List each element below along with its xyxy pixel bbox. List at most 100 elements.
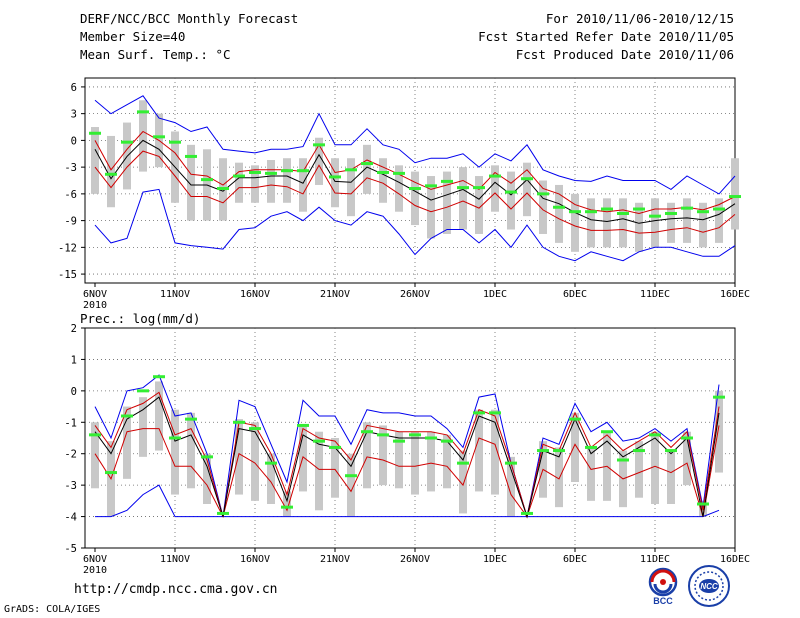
box-bar [395, 165, 403, 212]
box-bar [427, 176, 435, 239]
climatology-marker [729, 195, 741, 199]
box-bar [475, 176, 483, 234]
box-bar [587, 447, 595, 501]
box-bar [235, 419, 243, 495]
box-bar [283, 158, 291, 203]
climatology-marker [425, 436, 437, 440]
x-tick-sublabel: 2010 [83, 565, 107, 576]
climatology-marker [249, 427, 261, 431]
climatology-marker [505, 190, 517, 194]
x-tick-label: 6DEC [563, 289, 587, 300]
climatology-marker [633, 449, 645, 453]
box-bar [91, 422, 99, 489]
box-bar [683, 431, 691, 486]
climatology-marker [457, 186, 469, 190]
box-bar [491, 165, 499, 212]
box-bar [443, 434, 451, 489]
x-tick-label: 1DEC [483, 554, 507, 565]
y-tick-label: 3 [71, 109, 77, 121]
minimum-line [95, 484, 720, 518]
box-bar [171, 409, 179, 495]
climatology-marker [601, 430, 613, 434]
box-bar [491, 409, 499, 495]
bcc-logo-text: BCC [653, 596, 673, 606]
refer-date: Fcst Started Refer Date 2010/11/05 [478, 29, 734, 44]
box-bar [539, 180, 547, 234]
member-size: Member Size=40 [80, 29, 186, 44]
climatology-marker [617, 458, 629, 462]
climatology-marker [441, 439, 453, 443]
climatology-marker [393, 439, 405, 443]
source-url[interactable]: http://cmdp.ncc.cma.gov.cn [74, 582, 278, 597]
climatology-marker [89, 131, 101, 135]
climatology-marker [617, 211, 629, 215]
climatology-marker [297, 169, 309, 173]
x-tick-label: 21NOV [320, 554, 350, 565]
climatology-marker [505, 461, 517, 465]
box-bar [411, 431, 419, 495]
y-tick-label: -15 [58, 269, 77, 281]
box-bar [411, 171, 419, 226]
climatology-marker [697, 210, 709, 214]
box-bar [587, 198, 595, 248]
climatology-marker [473, 411, 485, 415]
x-tick-label: 6NOV [83, 289, 107, 300]
chart-title: DERF/NCC/BCC Monthly Forecast [80, 11, 299, 26]
box-bar [123, 406, 131, 479]
box-bar [699, 202, 707, 248]
x-tick-label: 6DEC [563, 554, 587, 565]
box-bar [267, 160, 275, 203]
box-bar [555, 184, 563, 243]
climatology-marker [713, 395, 725, 399]
climatology-marker [313, 143, 325, 147]
box-bar [683, 198, 691, 243]
box-bar [507, 171, 515, 230]
box-bar [91, 127, 99, 194]
y-tick-label: -9 [64, 216, 77, 228]
maximum-line [94, 374, 720, 517]
climatology-marker [473, 186, 485, 190]
climatology-marker [121, 140, 133, 144]
y-tick-label: -5 [64, 543, 77, 555]
box-bar [651, 431, 659, 504]
y-tick-label: -4 [64, 512, 77, 524]
x-tick-label: 16NOV [240, 554, 270, 565]
ensemble-mean-line [94, 139, 736, 224]
box-bar [427, 431, 435, 492]
climatology-marker [233, 420, 245, 424]
box-bar [667, 202, 675, 243]
climatology-marker [201, 455, 213, 459]
y-tick-label: -1 [64, 417, 77, 429]
ncc-logo-text: NCC [700, 582, 718, 591]
box-bar [667, 450, 675, 504]
lower-quartile-line [94, 150, 736, 234]
box-bar [443, 171, 451, 234]
climatology-marker [313, 439, 325, 443]
climatology-marker [585, 445, 597, 449]
box-bar [635, 202, 643, 252]
climatology-marker [553, 449, 565, 453]
produced-date: Fcst Produced Date 2010/11/06 [515, 47, 734, 62]
forecast-period: For 2010/11/06-2010/12/15 [545, 11, 734, 26]
box-bar [331, 438, 339, 498]
upper-quartile-line [94, 391, 720, 519]
maximum-line [94, 95, 736, 195]
upper-quartile-line [94, 130, 736, 215]
box-bar [315, 137, 323, 185]
climatology-marker [297, 423, 309, 427]
climatology-marker [217, 187, 229, 191]
climatology-marker [425, 184, 437, 188]
box-bar [347, 158, 355, 217]
x-tick-label: 16DEC [720, 289, 750, 300]
box-bar [139, 100, 147, 172]
ensemble-mean-line [94, 396, 720, 519]
box-bar [363, 422, 371, 489]
climatology-marker [121, 414, 133, 418]
climatology-marker [281, 505, 293, 509]
climatology-marker [633, 207, 645, 211]
box-bar [459, 450, 467, 514]
x-tick-label: 16DEC [720, 554, 750, 565]
climatology-marker [665, 211, 677, 215]
box-bar [651, 198, 659, 248]
